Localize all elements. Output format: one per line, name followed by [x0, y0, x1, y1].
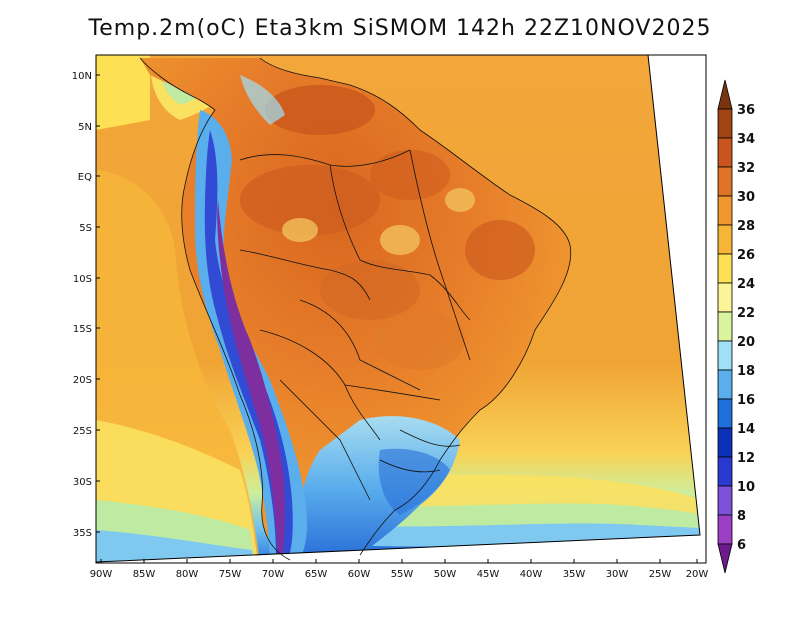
colorbar-label: 22	[737, 306, 755, 321]
colorbar-label: 10	[737, 480, 755, 495]
lat-tick-label-10N: 10N	[72, 71, 100, 82]
longitude-axis: 90W 85W 80W 75W 70W 65W 60W 55W 50W 45W …	[90, 559, 709, 580]
colorbar-label: 24	[737, 277, 755, 292]
colorbar-segment	[717, 166, 733, 197]
colorbar-segment	[717, 514, 733, 545]
lon-label: 30W	[606, 569, 629, 580]
lon-label: 75W	[219, 569, 242, 580]
colorbar-segment	[717, 398, 733, 429]
colorbar-label: 20	[737, 335, 755, 350]
colorbar-label: 8	[737, 509, 746, 524]
lat-label: 10N	[72, 71, 92, 82]
lon-label: 35W	[563, 569, 586, 580]
lon-label: 70W	[262, 569, 285, 580]
colorbar-segment	[717, 340, 733, 371]
colorbar-label: 30	[737, 190, 755, 205]
colorbar-segment	[717, 137, 733, 168]
map-title: Temp.2m(oC) Eta3km SiSMOM 142h 22Z10NOV2…	[88, 16, 712, 41]
lon-label: 65W	[305, 569, 328, 580]
colorbar-segment	[717, 311, 733, 342]
colorbar: 36 34 32 30 28 26 24 22 20 18 16 14 12 10 8 6	[717, 79, 755, 574]
colorbar-label: 18	[737, 364, 755, 379]
lat-label: EQ	[78, 172, 92, 183]
colorbar-label: 32	[737, 161, 755, 176]
lat-label: 10S	[73, 274, 92, 285]
temperature-field	[96, 55, 700, 562]
colorbar-label: 12	[737, 451, 755, 466]
colorbar-label: 14	[737, 422, 755, 437]
lon-label: 45W	[477, 569, 500, 580]
colorbar-segment	[717, 195, 733, 226]
lon-label: 80W	[176, 569, 199, 580]
colorbar-max-arrow	[717, 79, 733, 110]
colorbar-label: 6	[737, 538, 746, 553]
lat-label: 25S	[73, 426, 92, 437]
colorbar-segment	[717, 108, 733, 139]
lon-label: 25W	[649, 569, 672, 580]
lat-label: 35S	[73, 528, 92, 539]
lon-label: 85W	[133, 569, 156, 580]
country-borders	[139, 57, 572, 561]
lat-label: 5N	[78, 122, 92, 133]
colorbar-segment	[717, 485, 733, 516]
lon-label: 40W	[520, 569, 543, 580]
colorbar-segment	[717, 282, 733, 313]
lon-label: 60W	[348, 569, 371, 580]
lat-label: 20S	[73, 375, 92, 386]
colorbar-segment	[717, 427, 733, 458]
colorbar-min-arrow	[717, 543, 733, 574]
lat-label: 30S	[73, 477, 92, 488]
lat-label: 5S	[79, 223, 92, 234]
latitude-axis: 10N 5N EQ 5S 10S 15S 20S 25S 30S 35S	[72, 71, 100, 539]
colorbar-label: 16	[737, 393, 755, 408]
colorbar-label: 34	[737, 132, 755, 147]
colorbar-label: 28	[737, 219, 755, 234]
lat-label: 15S	[73, 324, 92, 335]
colorbar-segment	[717, 253, 733, 284]
colorbar-segment	[717, 456, 733, 487]
lon-label: 55W	[391, 569, 414, 580]
lon-label: 90W	[90, 569, 113, 580]
lon-label: 20W	[686, 569, 709, 580]
colorbar-segment	[717, 224, 733, 255]
lon-label: 50W	[434, 569, 457, 580]
colorbar-segment	[717, 369, 733, 400]
colorbar-label: 36	[737, 103, 755, 118]
colorbar-label: 26	[737, 248, 755, 263]
